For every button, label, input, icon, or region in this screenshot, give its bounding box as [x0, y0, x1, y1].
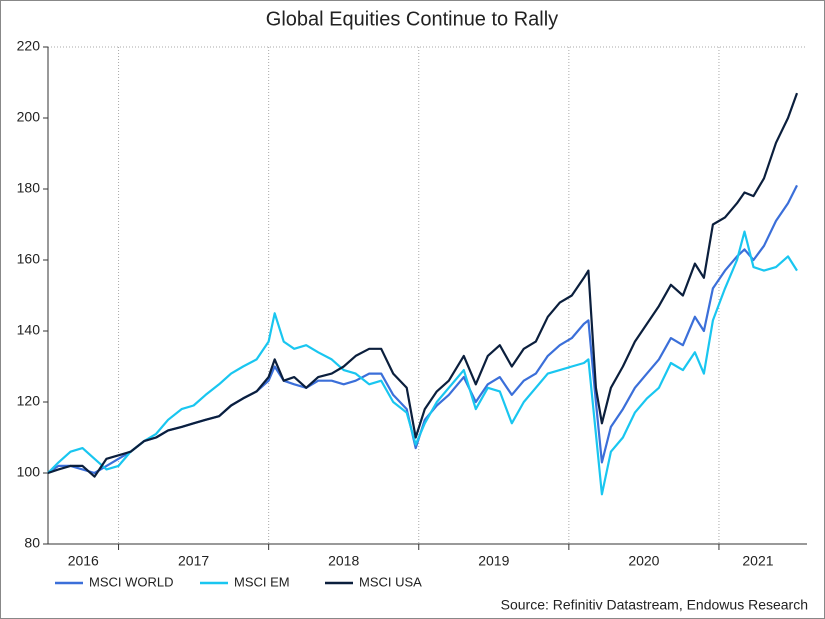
- y-tick-label: 180: [17, 180, 41, 196]
- y-tick-label: 160: [17, 251, 41, 267]
- y-tick-label: 140: [17, 322, 41, 338]
- y-tick-label: 120: [17, 393, 41, 409]
- x-tick-label: 2016: [68, 553, 99, 569]
- legend-label: MSCI WORLD: [89, 574, 174, 589]
- chart-title: Global Equities Continue to Rally: [266, 8, 558, 30]
- x-tick-label: 2021: [742, 553, 773, 569]
- series-line: [47, 230, 798, 496]
- x-tick-label: 2017: [178, 553, 209, 569]
- y-tick-label: 80: [24, 535, 40, 551]
- y-tick-label: 100: [17, 464, 41, 480]
- series-line: [47, 92, 799, 478]
- source-note: Source: Refinitiv Datastream, Endowus Re…: [501, 597, 808, 613]
- x-tick-label: 2018: [328, 553, 359, 569]
- legend-label: MSCI USA: [359, 574, 422, 589]
- y-tick-label: 220: [17, 38, 41, 54]
- x-tick-label: 2019: [478, 553, 509, 569]
- x-tick-label: 2020: [628, 553, 659, 569]
- legend-label: MSCI EM: [234, 574, 290, 589]
- y-tick-label: 200: [17, 109, 41, 125]
